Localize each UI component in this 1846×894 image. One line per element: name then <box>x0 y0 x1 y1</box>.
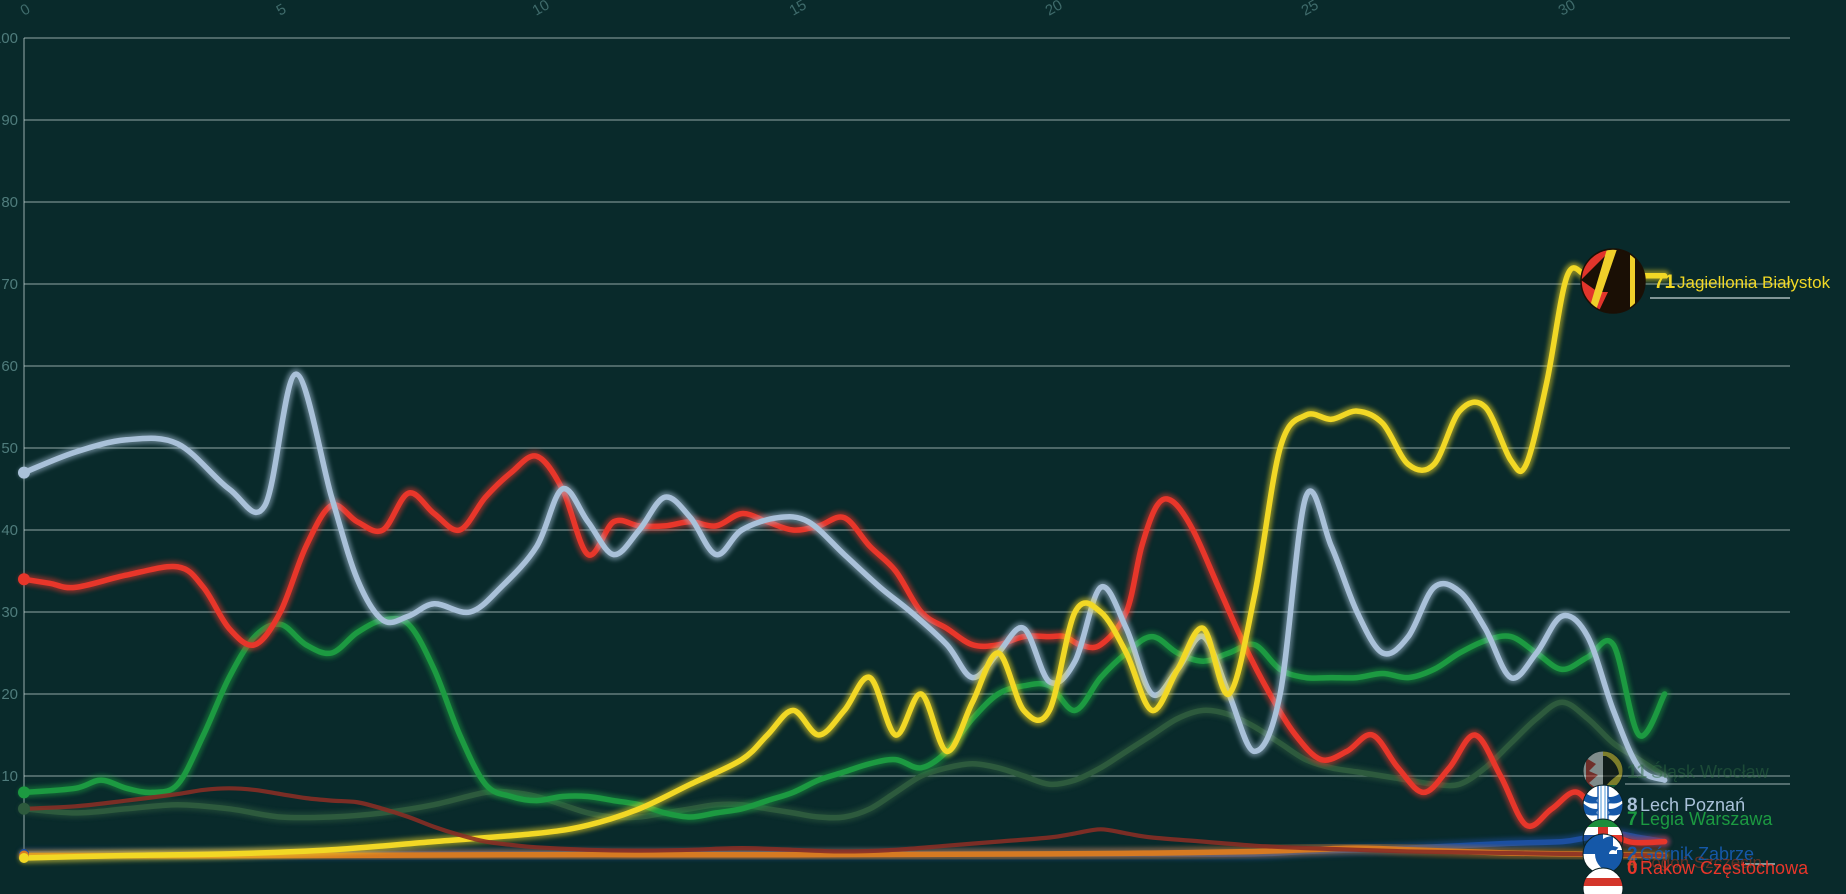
svg-text:Rakow Częstochowa: Rakow Częstochowa <box>1640 858 1809 878</box>
svg-text:10: 10 <box>1 768 18 785</box>
svg-text:Jagiellonia Białystok: Jagiellonia Białystok <box>1677 273 1831 292</box>
svg-text:70: 70 <box>1 276 18 293</box>
svg-text:Legia Warszawa: Legia Warszawa <box>1640 809 1773 829</box>
svg-text:50: 50 <box>1 440 18 457</box>
svg-text:30: 30 <box>1 604 18 621</box>
svg-text:Śląsk Wrocław: Śląsk Wrocław <box>1651 761 1770 782</box>
svg-text:40: 40 <box>1 522 18 539</box>
svg-text:80: 80 <box>1 194 18 211</box>
svg-text:11: 11 <box>1627 762 1648 783</box>
svg-text:60: 60 <box>1 358 18 375</box>
svg-text:7: 7 <box>1627 809 1638 830</box>
svg-text:20: 20 <box>1 686 18 703</box>
svg-text:71: 71 <box>1654 272 1676 293</box>
svg-text:100: 100 <box>0 30 18 47</box>
svg-text:0: 0 <box>1627 858 1638 879</box>
svg-text:90: 90 <box>1 112 18 129</box>
